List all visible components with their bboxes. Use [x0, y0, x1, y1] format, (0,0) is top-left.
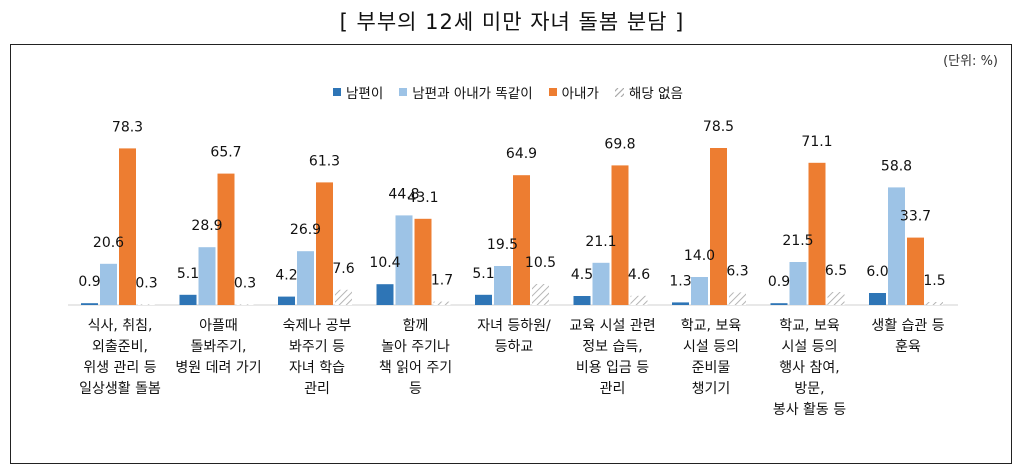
value-label-none-1: 0.3 — [234, 275, 256, 291]
bar-husband-8 — [869, 293, 886, 305]
value-label-none-4: 10.5 — [525, 255, 556, 271]
value-label-wife-1: 65.7 — [210, 145, 241, 161]
value-label-none-6: 6.3 — [726, 263, 748, 279]
value-label-wife-0: 78.3 — [112, 119, 143, 135]
page-title: [ 부부의 12세 미만 자녀 돌봄 분담 ] — [339, 10, 685, 34]
value-label-husband-0: 0.9 — [78, 274, 100, 290]
bar-equal-0 — [100, 263, 117, 305]
legend-item-equal: 남편과 아내가 똑같이 — [399, 82, 533, 102]
value-label-none-0: 0.3 — [135, 275, 157, 291]
value-label-equal-5: 21.1 — [585, 234, 616, 250]
value-label-equal-7: 21.5 — [782, 233, 813, 249]
bar-none-6 — [729, 292, 746, 305]
value-label-none-8: 1.5 — [923, 273, 945, 289]
category-label-8: 생활 습관 등 훈육 — [871, 318, 945, 355]
bar-equal-2 — [297, 251, 314, 305]
value-label-wife-8: 33.7 — [900, 209, 931, 225]
bar-husband-6 — [672, 302, 689, 305]
bar-none-1 — [236, 304, 254, 305]
bar-equal-6 — [691, 277, 708, 305]
value-label-none-3: 1.7 — [431, 273, 453, 289]
value-label-husband-6: 1.3 — [669, 273, 691, 289]
value-label-wife-4: 64.9 — [506, 146, 537, 162]
legend-item-husband: 남편이 — [333, 82, 383, 102]
bar-none-5 — [630, 295, 648, 305]
value-label-equal-3: 44.8 — [388, 186, 419, 202]
value-label-none-2: 7.6 — [332, 261, 354, 277]
bar-husband-2 — [278, 296, 295, 305]
value-label-none-5: 4.6 — [628, 267, 650, 283]
category-label-1: 아플때 돌봐주기, 병원 데려 가기 — [175, 318, 262, 376]
value-label-husband-7: 0.9 — [768, 274, 790, 290]
bar-none-4 — [532, 284, 549, 305]
category-label-5: 교육 시설 관련 정보 습득, 비용 입금 등 관리 — [569, 318, 656, 397]
value-label-equal-8: 58.8 — [881, 158, 912, 174]
bar-wife-6 — [710, 148, 727, 305]
legend-swatch-equal — [399, 88, 408, 96]
bar-wife-5 — [611, 165, 629, 305]
value-label-husband-3: 10.4 — [369, 255, 400, 271]
legend: 남편이 남편과 아내가 똑같이 아내가 해당 없음 — [333, 82, 683, 102]
legend-swatch-none — [614, 87, 624, 97]
bar-wife-7 — [808, 162, 826, 305]
value-label-wife-2: 61.3 — [309, 153, 340, 169]
category-label-4: 자녀 등하원/ 등하교 — [477, 318, 551, 355]
value-label-husband-8: 6.0 — [866, 264, 888, 280]
value-label-equal-1: 28.9 — [191, 218, 222, 234]
value-label-equal-0: 20.6 — [93, 235, 124, 251]
bar-husband-0 — [81, 303, 98, 305]
value-label-equal-6: 14.0 — [684, 248, 715, 264]
value-label-wife-7: 71.1 — [801, 134, 832, 150]
category-label-6: 학교, 보육 시설 등의 준비물 챙기기 — [680, 318, 742, 397]
value-label-husband-4: 5.1 — [472, 266, 494, 282]
bar-husband-4 — [475, 294, 492, 305]
bar-wife-3 — [414, 218, 432, 305]
bar-wife-2 — [316, 182, 333, 305]
bar-equal-4 — [494, 266, 511, 305]
bar-equal-7 — [789, 262, 807, 305]
legend-label-wife: 아내가 — [561, 86, 599, 102]
value-label-wife-3: 43.1 — [407, 190, 438, 206]
value-label-none-7: 6.5 — [825, 263, 847, 279]
bar-wife-4 — [513, 175, 530, 305]
bar-husband-7 — [770, 303, 788, 305]
category-label-7: 학교, 보육 시설 등의 행사 참여, 방문, 봉사 활동 등 — [772, 318, 847, 418]
bar-none-2 — [335, 289, 352, 305]
bar-husband-3 — [376, 284, 394, 305]
bar-equal-5 — [592, 262, 610, 305]
bar-husband-1 — [179, 294, 197, 305]
value-label-husband-1: 5.1 — [177, 266, 199, 282]
bar-none-8 — [926, 302, 943, 305]
bar-husband-5 — [573, 296, 591, 305]
legend-label-none: 해당 없음 — [628, 86, 683, 102]
value-label-equal-4: 19.5 — [487, 237, 518, 253]
chart-frame — [10, 44, 1012, 464]
legend-swatch-husband — [333, 88, 341, 96]
bar-none-0 — [138, 304, 155, 305]
category-label-2: 숙제나 공부 봐주기 등 자녀 학습 관리 — [282, 318, 352, 397]
bar-none-3 — [433, 301, 451, 305]
unit-label: (단위: %) — [943, 54, 998, 69]
legend-item-none: 해당 없음 — [614, 82, 683, 102]
value-label-husband-2: 4.2 — [275, 268, 297, 284]
bar-wife-0 — [119, 148, 136, 305]
value-label-equal-2: 26.9 — [290, 222, 321, 238]
category-label-0: 식사, 취침, 외출준비, 위생 관리 등 일상생활 돌봄 — [79, 318, 161, 397]
bar-equal-1 — [198, 247, 216, 305]
bar-equal-8 — [888, 187, 905, 305]
legend-swatch-wife — [548, 88, 557, 96]
value-label-husband-5: 4.5 — [571, 267, 593, 283]
bar-none-7 — [827, 292, 845, 305]
legend-label-husband: 남편이 — [346, 86, 384, 102]
bar-wife-8 — [907, 237, 924, 305]
bar-wife-1 — [217, 173, 235, 305]
value-label-wife-6: 78.5 — [703, 119, 734, 135]
legend-item-wife: 아내가 — [548, 82, 599, 102]
legend-label-equal: 남편과 아내가 똑같이 — [412, 86, 533, 102]
bar-equal-3 — [395, 215, 413, 305]
category-label-3: 함께 놀아 주기나 책 읽어 주기 등 — [378, 318, 453, 397]
value-label-wife-5: 69.8 — [604, 136, 635, 152]
